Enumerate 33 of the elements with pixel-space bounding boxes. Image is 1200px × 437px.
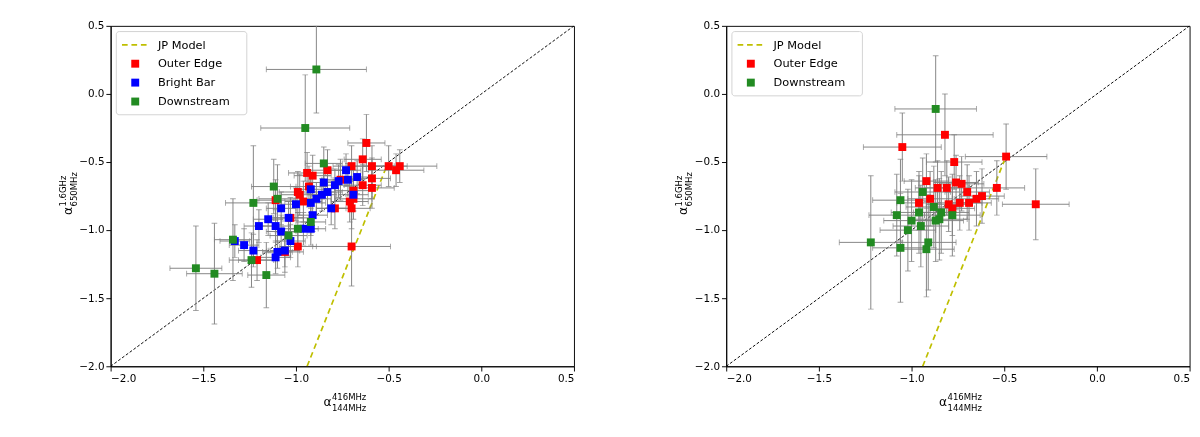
- legend-label: Outer Edge: [773, 56, 838, 71]
- y-tick-label: −0.5: [79, 155, 105, 168]
- x-tick-label: −2.0: [726, 371, 752, 384]
- legend-label: Downstream: [157, 94, 230, 109]
- y-tick-label: 0.0: [703, 87, 721, 100]
- x-tick-label: 0.5: [1173, 371, 1191, 384]
- x-tick-label: −1.0: [283, 371, 310, 384]
- y-tick-label: 0.0: [87, 87, 105, 100]
- legend-label: JP Model: [156, 37, 206, 52]
- legend-label: Downstream: [773, 75, 846, 90]
- x-tick-label: 0.0: [473, 371, 491, 384]
- y-tick-label: −1.5: [694, 291, 721, 304]
- x-tick-label: −0.5: [376, 371, 402, 384]
- y-tick-label: −2.0: [694, 359, 721, 372]
- legend-label: Outer Edge: [157, 56, 223, 71]
- legend-label: JP Model: [772, 37, 822, 52]
- y-tick-label: 0.5: [703, 19, 721, 32]
- y-axis-title: α650MHz1.6GHz: [673, 171, 695, 215]
- y-tick-label: −1.0: [694, 223, 721, 236]
- x-tick-label: −0.5: [992, 371, 1018, 384]
- y-tick-label: 0.5: [87, 19, 105, 32]
- x-tick-label: 0.0: [1089, 371, 1106, 384]
- y-tick-label: −1.5: [79, 291, 105, 304]
- y-tick-label: −0.5: [694, 155, 721, 168]
- legend-label: Bright Bar: [157, 75, 216, 90]
- x-tick-label: −1.0: [899, 371, 925, 384]
- x-tick-label: −1.5: [806, 371, 832, 384]
- y-tick-label: −1.0: [79, 223, 105, 236]
- x-tick-label: −1.5: [191, 371, 217, 384]
- x-tick-label: 0.5: [557, 371, 575, 384]
- x-tick-label: −2.0: [111, 371, 137, 384]
- y-axis-title: α650MHz1.6GHz: [58, 171, 79, 215]
- y-tick-label: −2.0: [79, 359, 105, 372]
